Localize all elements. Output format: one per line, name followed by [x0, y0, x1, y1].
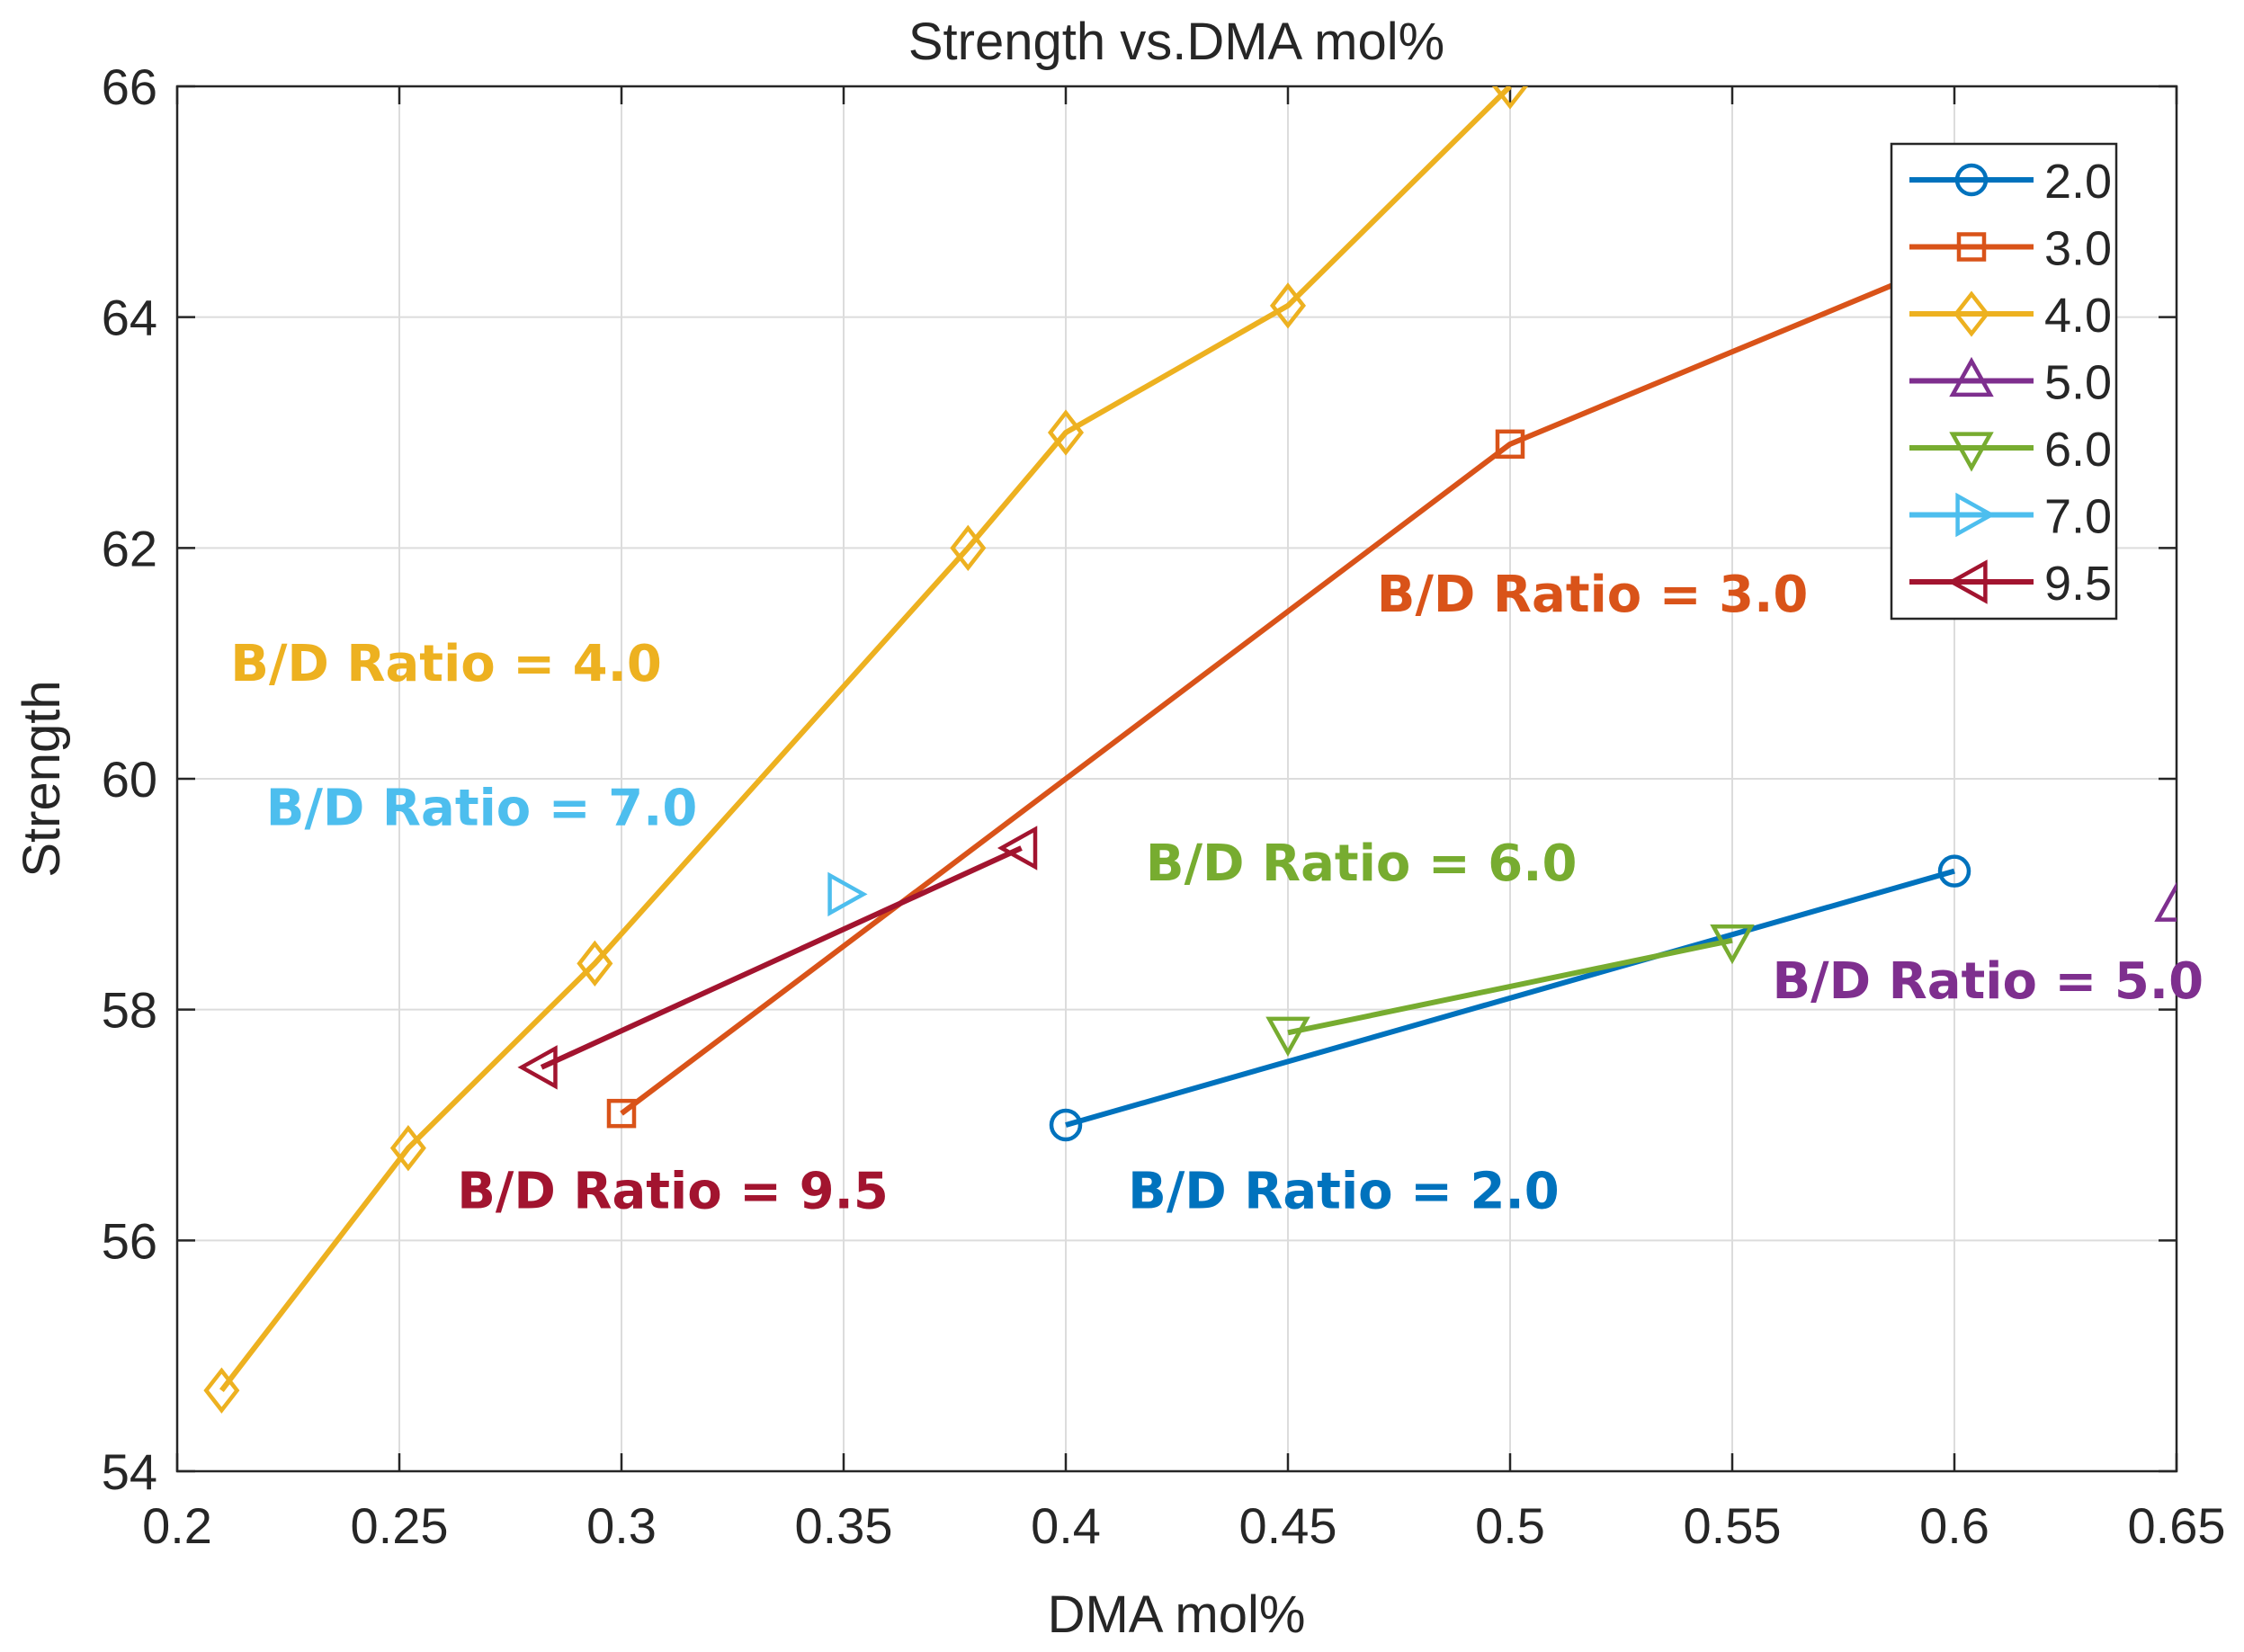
- data-point-marker: [1491, 86, 1529, 110]
- x-tick-label: 0.6: [1919, 1497, 1989, 1554]
- data-point-marker: [827, 871, 868, 917]
- series-line-3-0: [620, 256, 1956, 1116]
- x-tick-label: 0.55: [1684, 1497, 1782, 1554]
- series-2-0: [1049, 854, 1971, 1142]
- annotation-label: B/D Ratio = 9.5: [457, 1162, 889, 1220]
- data-point-marker: [389, 1125, 426, 1172]
- x-tick-label: 0.35: [795, 1497, 893, 1554]
- data-point-marker: [577, 940, 613, 987]
- series-5-0: [2154, 881, 2177, 922]
- legend-marker: [1956, 232, 1987, 262]
- legend-item-9-5: 9.5: [1909, 557, 2112, 611]
- x-axis-label: DMA mol%: [1048, 1585, 1306, 1644]
- data-point-marker: [606, 1098, 637, 1129]
- legend: 2.0 3.0 4.0 5.0 6.0 7.0 9.5: [1890, 142, 2118, 621]
- series-4-0: [203, 86, 1529, 1414]
- legend-item-2-0: 2.0: [1909, 155, 2112, 209]
- ratio-annotations: B/D Ratio = 4.0 B/D Ratio = 3.0 B/D Ratio …: [230, 566, 2204, 1220]
- x-tick-label: 0.4: [1031, 1497, 1101, 1554]
- y-tick-label: 66: [102, 58, 157, 115]
- series-7-0: [827, 871, 868, 917]
- x-tick-label: 0.3: [586, 1497, 657, 1554]
- data-point-marker: [1049, 1108, 1083, 1142]
- series-6-0: [1265, 924, 1755, 1057]
- legend-item-7-0: 7.0: [1909, 490, 2112, 544]
- legend-item-6-0: 6.0: [1909, 423, 2112, 477]
- legend-item-5-0: 5.0: [1909, 356, 2112, 410]
- y-tick-label: 62: [102, 520, 157, 576]
- y-tick-label: 64: [102, 290, 157, 346]
- data-point-marker: [1269, 282, 1307, 329]
- legend-label: 2.0: [2044, 155, 2112, 209]
- y-axis-label: Strength: [13, 680, 71, 877]
- y-tick-label: 58: [102, 982, 157, 1039]
- data-point-marker: [1710, 924, 1755, 965]
- legend-label: 4.0: [2044, 289, 2112, 343]
- legend-marker: [1949, 356, 1994, 397]
- data-point-marker: [2154, 881, 2177, 922]
- annotation-label: B/D Ratio = 6.0: [1146, 835, 1578, 893]
- legend-marker: [1949, 432, 1994, 472]
- legend-label: 7.0: [2044, 490, 2112, 544]
- data-point-marker: [1265, 1016, 1310, 1057]
- legend-label: 5.0: [2044, 356, 2112, 410]
- annotation-label: B/D Ratio = 7.0: [266, 779, 698, 837]
- series-line-9-5: [540, 845, 1023, 1070]
- data-point-marker: [517, 1045, 558, 1090]
- legend-marker: [1954, 163, 1989, 197]
- x-tick-label: 0.25: [351, 1497, 449, 1554]
- axis-ticks: 0.2 0.25 0.3 0.35 0.4 0.45 0.5 0.55 0.6 0.65 54 56 5…: [102, 58, 2226, 1554]
- data-point-marker: [1937, 854, 1971, 888]
- y-tick-label: 54: [102, 1443, 157, 1500]
- series-9-5: [517, 826, 1038, 1090]
- data-series: [203, 86, 2177, 1414]
- y-tick-label: 56: [102, 1212, 157, 1269]
- x-tick-label: 0.65: [2128, 1497, 2226, 1554]
- legend-marker: [1953, 290, 1990, 337]
- x-tick-label: 0.5: [1475, 1497, 1545, 1554]
- data-point-marker: [950, 524, 987, 571]
- data-point-marker: [997, 826, 1038, 871]
- x-tick-label: 0.2: [142, 1497, 212, 1554]
- annotation-label: B/D Ratio = 2.0: [1128, 1162, 1560, 1220]
- legend-item-3-0: 3.0: [1909, 222, 2112, 276]
- x-tick-label: 0.45: [1239, 1497, 1337, 1554]
- legend-marker: [1947, 559, 1988, 604]
- annotation-label: B/D Ratio = 5.0: [1772, 952, 2204, 1011]
- y-tick-label: 60: [102, 751, 157, 808]
- series-line-2-0: [1065, 868, 1955, 1128]
- annotation-label: B/D Ratio = 3.0: [1377, 566, 1809, 624]
- legend-label: 6.0: [2044, 423, 2112, 477]
- chart-title: Strength vs.DMA mol%: [908, 13, 1444, 71]
- series-line-6-0: [1287, 937, 1733, 1036]
- annotation-label: B/D Ratio = 4.0: [230, 635, 662, 693]
- series-line-4-0: [219, 86, 1513, 1393]
- data-point-marker: [1047, 409, 1085, 456]
- data-point-marker: [1495, 429, 1525, 460]
- legend-label: 9.5: [2044, 557, 2112, 611]
- data-point-marker: [203, 1367, 240, 1414]
- legend-marker: [1955, 492, 1996, 538]
- legend-item-4-0: 4.0: [1909, 289, 2112, 343]
- legend-label: 3.0: [2044, 222, 2112, 276]
